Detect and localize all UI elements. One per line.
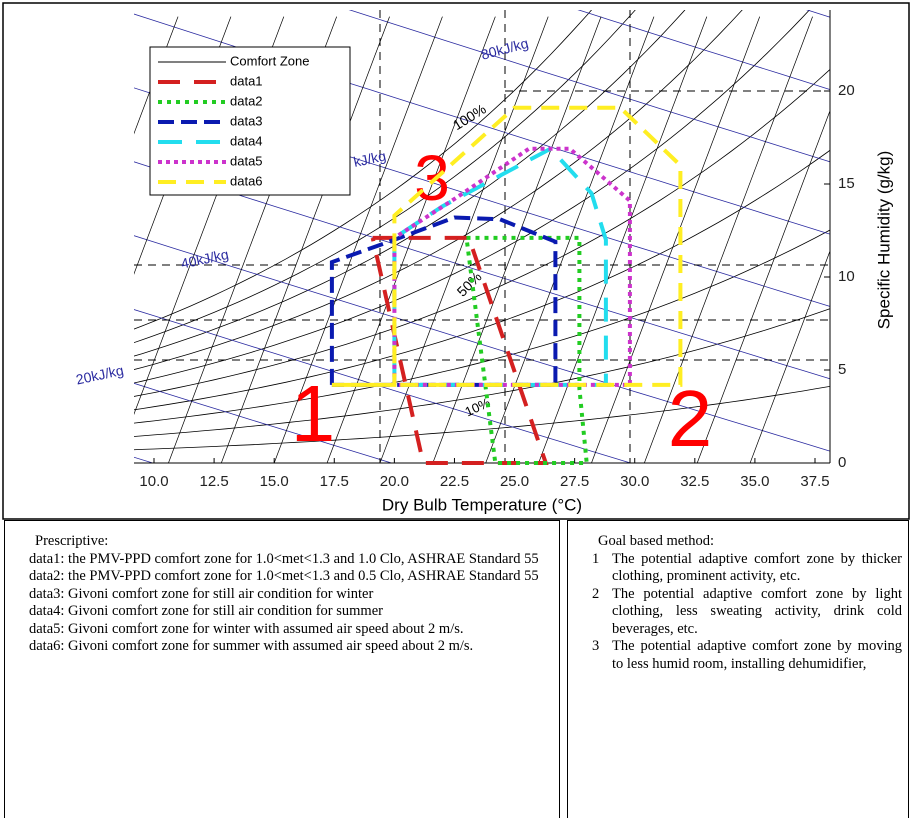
y-axis-label: Specific Humidity (g/kg) — [874, 151, 893, 330]
rh-curve — [134, 68, 830, 397]
rh-curve — [134, 10, 636, 344]
zone-outline — [464, 235, 589, 465]
x-tick-label: 32.5 — [680, 473, 709, 490]
item-text: The potential adaptive comfort zone by l… — [612, 585, 902, 637]
box-title: Prescriptive: — [35, 533, 109, 549]
box-title: Goal based method: — [598, 533, 714, 549]
volume-line — [644, 16, 813, 463]
annotation: 3 — [414, 142, 450, 214]
enthalpy-line — [134, 309, 632, 463]
x-tick-label: 15.0 — [260, 473, 289, 490]
x-tick-label: 12.5 — [199, 473, 228, 490]
x-axis-label: Dry Bulb Temperature (°C) — [382, 495, 582, 514]
zone-outline — [331, 105, 683, 387]
legend: Comfort Zone data1 data2 data3 data4 data5 dat… — [149, 46, 351, 196]
list-item: data3: Givoni comfort zone for still air… — [29, 585, 374, 602]
rh-curve — [134, 10, 593, 330]
rh-curve — [134, 149, 830, 411]
enthalpy-line — [577, 10, 830, 90]
zone-outline — [329, 215, 558, 387]
x-tick-label: 20.0 — [380, 473, 409, 490]
rh-curve — [134, 10, 686, 357]
volume-line — [273, 16, 443, 463]
zone-outline — [392, 146, 608, 387]
item-number: 1 — [592, 550, 600, 567]
y-tick-label: 20 — [838, 82, 855, 99]
list-item: 1 The potential adaptive comfort zone by … — [592, 551, 902, 586]
volume-line — [220, 16, 390, 463]
zone-outline — [392, 146, 632, 387]
y-tick-label: 5 — [838, 361, 846, 378]
list-item: data6: Givoni comfort zone for summer wi… — [29, 638, 474, 654]
volume-line — [696, 109, 830, 463]
x-tick-label: 30.0 — [620, 473, 649, 490]
volume-line — [485, 16, 655, 463]
x-tick-label: 27.5 — [560, 473, 589, 490]
enthalpy-line — [134, 13, 830, 235]
list-item: 2 The potential adaptive comfort zone by … — [592, 586, 902, 639]
rh-curve — [134, 385, 830, 451]
list-item: data5: Givoni comfort zone for winter wi… — [29, 620, 464, 637]
item-number: 3 — [592, 638, 600, 654]
x-tick-label: 22.5 — [440, 473, 469, 490]
item-text: The potential adaptive comfort zone by t… — [612, 550, 902, 585]
y-tick-label: 10 — [838, 268, 855, 285]
legend-label: data1 — [230, 73, 263, 88]
volume-line — [432, 16, 602, 463]
chart: 10.0 12.5 15.0 17.5 20.0 22.5 25.0 27.5 30.0 32.5… — [2, 2, 910, 520]
x-tick-label: 10.0 — [139, 473, 168, 490]
enthalpy-line — [348, 10, 830, 163]
y-tick-label: 15 — [838, 175, 855, 192]
x-tick-label: 17.5 — [320, 473, 349, 490]
item-text: The potential adaptive comfort zone by m… — [612, 638, 902, 672]
list-item: data1: the PMV-PPD comfort zone for 1.0<… — [29, 550, 539, 567]
legend-label: data6 — [230, 173, 263, 188]
legend-label: Comfort Zone — [230, 53, 309, 68]
rh-curve — [134, 229, 830, 424]
x-tick-label: 25.0 — [500, 473, 529, 490]
legend-label: data5 — [230, 153, 263, 168]
annotation: 2 — [668, 374, 713, 463]
x-tick-label: 37.5 — [800, 473, 829, 490]
rh-curve — [134, 308, 830, 437]
list-item: data2: the PMV-PPD comfort zone for 1.0<… — [29, 568, 539, 584]
list-item: 3 The potential adaptive comfort zone by … — [592, 638, 902, 673]
overlay: 10.0 12.5 15.0 17.5 20.0 22.5 25.0 27.5 30.0 32.5… — [74, 10, 855, 490]
item-number: 2 — [592, 585, 600, 602]
goal-box: Goal based method: 1 The potential adapti… — [567, 520, 909, 818]
list-item: data4: Givoni comfort zone for still air… — [29, 603, 383, 619]
x-tick-label: 35.0 — [740, 473, 769, 490]
legend-label: data3 — [230, 113, 263, 128]
prescriptive-box: Prescriptive: data1: the PMV-PPD comfort… — [4, 520, 560, 818]
rh-curve — [134, 10, 743, 370]
enthalpy-line — [134, 87, 830, 307]
annotation: 1 — [291, 369, 336, 458]
legend-label: data4 — [230, 133, 263, 148]
annotation: kJ/kg — [352, 148, 387, 170]
y-tick-label: 0 — [838, 454, 846, 471]
legend-label: data2 — [230, 93, 263, 108]
volume-line — [749, 250, 830, 463]
